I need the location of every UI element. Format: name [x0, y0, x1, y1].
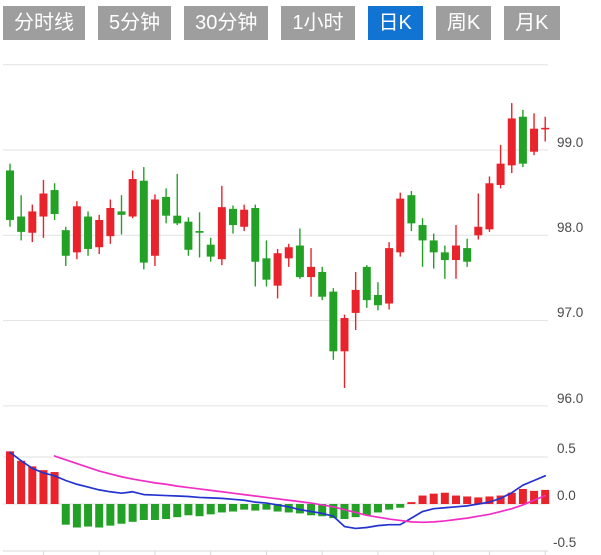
macd-histogram-layer	[6, 451, 550, 528]
tab-timeline[interactable]: 分时线	[3, 6, 85, 40]
tab-5min[interactable]: 5分钟	[98, 6, 172, 40]
macd-tick-neg: -0.5	[553, 535, 576, 550]
period-tabbar: 分时线 5分钟 30分钟 1小时 日K 周K 月K	[3, 6, 560, 40]
macd-lines-layer	[9, 451, 547, 530]
macd-tick-zero: 0.0	[557, 488, 576, 503]
tab-weekly-k[interactable]: 周K	[435, 6, 492, 40]
tab-monthly-k[interactable]: 月K	[504, 6, 560, 40]
price-tick-99: 99.0	[557, 135, 583, 150]
price-tick-98: 98.0	[557, 220, 583, 235]
tab-1hour[interactable]: 1小时	[281, 6, 355, 40]
tab-daily-k[interactable]: 日K	[367, 6, 423, 40]
main-chart-grid	[3, 64, 548, 407]
axis-labels: 99.0 98.0 97.0 96.0 0.5 0.0 -0.5	[553, 135, 583, 550]
macd-tick-pos: 0.5	[557, 441, 576, 456]
price-tick-97: 97.0	[557, 305, 583, 320]
tab-30min[interactable]: 30分钟	[184, 6, 269, 40]
candlestick-layer	[6, 103, 550, 388]
price-tick-96: 96.0	[557, 391, 583, 406]
